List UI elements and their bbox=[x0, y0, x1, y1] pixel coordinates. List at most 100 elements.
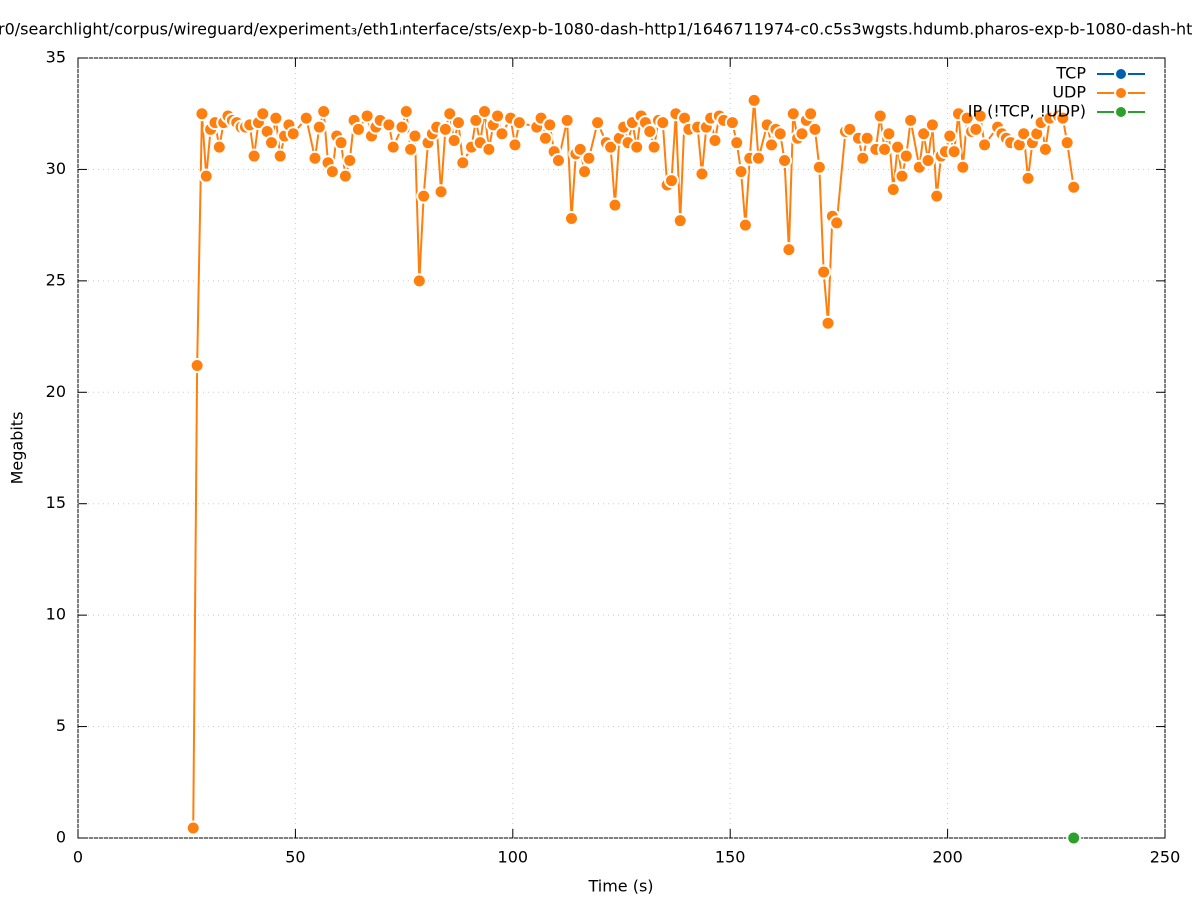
data-point bbox=[211, 139, 227, 155]
y-tick-label: 15 bbox=[46, 493, 66, 512]
data-point bbox=[185, 820, 201, 836]
data-point bbox=[920, 153, 936, 169]
data-point bbox=[829, 215, 845, 231]
data-point bbox=[268, 110, 284, 126]
data-point bbox=[794, 126, 810, 142]
data-point bbox=[577, 164, 593, 180]
data-point bbox=[559, 112, 575, 128]
data-point bbox=[885, 181, 901, 197]
data-point bbox=[1066, 830, 1082, 846]
data-point bbox=[563, 210, 579, 226]
data-point bbox=[324, 164, 340, 180]
data-point bbox=[590, 115, 606, 131]
data-point bbox=[842, 121, 858, 137]
data-point bbox=[872, 108, 888, 124]
x-tick-label: 250 bbox=[1150, 848, 1181, 867]
data-point bbox=[894, 168, 910, 184]
data-point bbox=[646, 139, 662, 155]
data-point bbox=[859, 130, 875, 146]
data-point bbox=[890, 139, 906, 155]
y-tick-label: 20 bbox=[46, 382, 66, 401]
data-point bbox=[777, 153, 793, 169]
data-point bbox=[772, 126, 788, 142]
data-point bbox=[820, 315, 836, 331]
data-point bbox=[746, 92, 762, 108]
x-tick-label: 50 bbox=[285, 848, 305, 867]
data-point bbox=[550, 153, 566, 169]
data-point bbox=[307, 150, 323, 166]
data-point bbox=[811, 159, 827, 175]
data-point bbox=[455, 155, 471, 171]
data-point bbox=[333, 135, 349, 151]
data-point bbox=[946, 144, 962, 160]
legend-marker bbox=[1114, 105, 1128, 119]
legend-marker bbox=[1114, 67, 1128, 81]
data-point bbox=[263, 135, 279, 151]
data-point bbox=[468, 112, 484, 128]
data-point bbox=[446, 132, 462, 148]
data-point bbox=[977, 137, 993, 153]
data-point bbox=[337, 168, 353, 184]
data-point bbox=[603, 139, 619, 155]
data-point bbox=[816, 264, 832, 280]
chart-title: r0/searchlight/corpus/wireguard/experime… bbox=[0, 20, 1192, 39]
data-point bbox=[1066, 179, 1082, 195]
data-point bbox=[781, 242, 797, 258]
data-point bbox=[707, 132, 723, 148]
data-point bbox=[494, 126, 510, 142]
data-point bbox=[750, 150, 766, 166]
data-point bbox=[194, 106, 210, 122]
data-point bbox=[607, 197, 623, 213]
data-point bbox=[1055, 110, 1071, 126]
legend-label: TCP bbox=[1055, 64, 1086, 83]
data-point bbox=[642, 124, 658, 140]
data-point bbox=[507, 137, 523, 153]
data-point bbox=[803, 106, 819, 122]
data-point bbox=[537, 130, 553, 146]
legend-marker bbox=[1114, 86, 1128, 100]
data-point bbox=[572, 141, 588, 157]
data-point bbox=[694, 166, 710, 182]
legend-label: IP (!TCP, !UDP) bbox=[968, 102, 1086, 121]
data-point bbox=[629, 139, 645, 155]
data-point bbox=[490, 108, 506, 124]
y-tick-label: 25 bbox=[46, 270, 66, 289]
data-point bbox=[807, 121, 823, 137]
data-point bbox=[450, 115, 466, 131]
data-point bbox=[968, 121, 984, 137]
y-tick-label: 30 bbox=[46, 159, 66, 178]
data-point bbox=[316, 103, 332, 119]
y-tick-label: 35 bbox=[46, 48, 66, 67]
data-point bbox=[298, 110, 314, 126]
data-point bbox=[311, 119, 327, 135]
data-point bbox=[381, 117, 397, 133]
data-point bbox=[437, 121, 453, 137]
data-point bbox=[737, 217, 753, 233]
data-point bbox=[407, 128, 423, 144]
plot-frame bbox=[77, 57, 1166, 839]
data-point bbox=[433, 184, 449, 200]
data-point bbox=[733, 164, 749, 180]
data-point bbox=[359, 108, 375, 124]
data-point bbox=[411, 273, 427, 289]
data-point bbox=[664, 173, 680, 189]
data-point bbox=[672, 213, 688, 229]
data-point bbox=[542, 117, 558, 133]
data-point bbox=[272, 148, 288, 164]
data-point bbox=[916, 126, 932, 142]
data-point bbox=[581, 150, 597, 166]
data-point bbox=[398, 103, 414, 119]
data-point bbox=[1020, 170, 1036, 186]
data-point bbox=[342, 153, 358, 169]
data-point bbox=[511, 115, 527, 131]
data-point bbox=[955, 159, 971, 175]
data-point bbox=[764, 137, 780, 153]
data-point bbox=[1059, 135, 1075, 151]
data-point bbox=[655, 115, 671, 131]
data-point bbox=[785, 106, 801, 122]
legend-label: UDP bbox=[1052, 83, 1086, 102]
x-tick-label: 100 bbox=[498, 848, 529, 867]
data-point bbox=[972, 108, 988, 124]
data-point bbox=[403, 141, 419, 157]
data-point bbox=[877, 141, 893, 157]
